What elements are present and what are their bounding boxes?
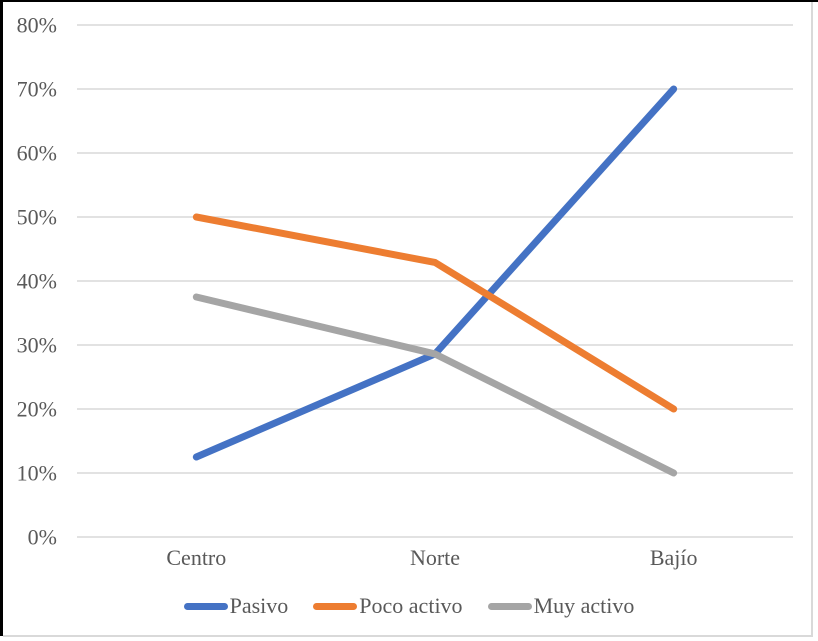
series-line-poco-activo: [192, 213, 678, 413]
y-axis-tick-label: 70%: [17, 76, 57, 101]
legend-item-muy-activo: Muy activo: [487, 593, 635, 619]
series-line-pasivo: [192, 85, 678, 461]
y-axis-tick-label: 30%: [17, 332, 57, 357]
x-axis-category-label: Norte: [410, 545, 460, 570]
y-axis-tick-label: 50%: [17, 204, 57, 229]
y-axis-tick-label: 60%: [17, 140, 57, 165]
y-axis-tick-label: 10%: [17, 460, 57, 485]
frame-top-edge: [0, 0, 818, 2]
series-line-muy-activo: [192, 293, 678, 477]
frame-left-edge: [0, 0, 3, 636]
legend-label: Muy activo: [533, 593, 635, 618]
legend-swatch: [313, 602, 358, 610]
legend-item-poco-activo: Poco activo: [313, 593, 463, 619]
x-axis-category-label: Centro: [166, 545, 226, 570]
legend-label: Poco activo: [359, 593, 463, 618]
chart-border-right: [811, 2, 813, 636]
legend-item-pasivo: Pasivo: [183, 593, 289, 619]
legend-label: Pasivo: [229, 593, 289, 618]
y-axis-tick-label: 20%: [17, 396, 57, 421]
chart-legend: Pasivo Poco activo Muy activo: [0, 593, 818, 619]
x-axis-category-label: Bajío: [650, 545, 698, 570]
chart-border-bottom: [3, 635, 813, 637]
legend-swatch: [487, 602, 532, 610]
y-axis-tick-label: 40%: [17, 268, 57, 293]
y-axis-tick-label: 80%: [17, 12, 57, 37]
y-axis-tick-label: 0%: [28, 524, 57, 549]
legend-swatch: [183, 602, 228, 610]
